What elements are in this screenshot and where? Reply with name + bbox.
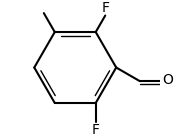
Text: F: F xyxy=(92,123,100,137)
Text: F: F xyxy=(101,1,109,15)
Text: O: O xyxy=(162,74,173,87)
